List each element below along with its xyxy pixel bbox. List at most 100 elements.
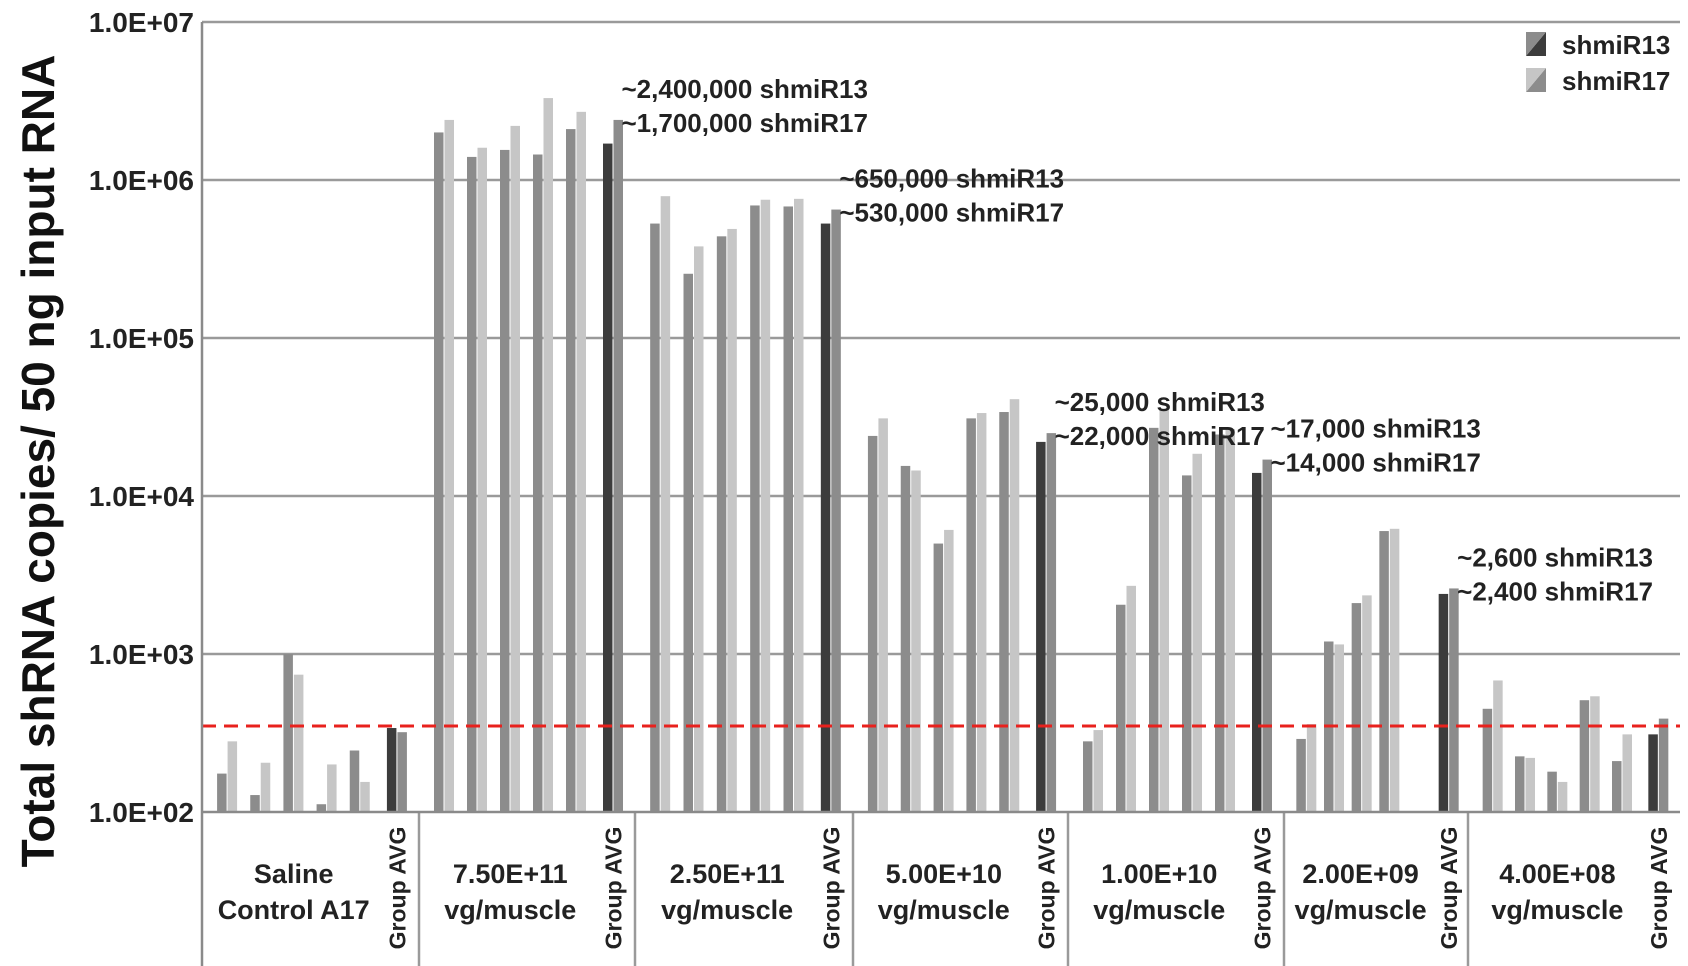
group-label: vg/muscle (1491, 895, 1623, 925)
bar (1083, 741, 1093, 812)
bar (727, 228, 737, 812)
bar (1389, 528, 1400, 812)
bar (1557, 781, 1568, 812)
y-tick-label: 1.0E+06 (89, 165, 194, 196)
bar (1379, 531, 1389, 812)
avg-bar (1648, 734, 1658, 812)
y-tick-label: 1.0E+03 (89, 639, 194, 670)
avg-bar (820, 223, 831, 813)
bar (576, 111, 586, 812)
bar (477, 147, 487, 813)
avg-bar (613, 119, 623, 812)
bar (510, 125, 520, 812)
group-label: 7.50E+11 (453, 859, 568, 889)
bar (1525, 757, 1535, 812)
bar (1306, 724, 1317, 812)
bar (444, 119, 454, 812)
group-avg-label: Group AVG (818, 827, 844, 950)
legend-label: shmiR13 (1562, 30, 1670, 60)
bar (1009, 399, 1020, 812)
bar (293, 674, 304, 812)
bar (660, 196, 671, 812)
bar (1116, 604, 1126, 812)
bar (566, 129, 576, 812)
annotation: ~530,000 shmiR17 (839, 198, 1064, 228)
bar (1351, 603, 1362, 812)
bar (1493, 680, 1503, 812)
annotation: ~2,400 shmiR17 (1457, 576, 1653, 606)
bar (1149, 427, 1159, 812)
bar (1334, 644, 1344, 812)
avg-bar (1449, 588, 1459, 812)
bar (1612, 761, 1622, 812)
bar (467, 156, 477, 813)
axes (200, 22, 1680, 966)
bar (316, 804, 327, 812)
legend-swatch (1526, 68, 1546, 92)
y-tick-label: 1.0E+05 (89, 323, 194, 354)
group-avg-label: Group AVG (1646, 827, 1672, 950)
annotation: ~1,700,000 shmiR17 (622, 108, 868, 138)
avg-bar (1262, 459, 1272, 812)
bar (349, 750, 360, 812)
group-label: 5.00E+10 (886, 859, 1002, 889)
legend-swatch (1526, 32, 1546, 56)
bar (434, 132, 444, 812)
bar (683, 273, 693, 812)
avg-bar (397, 732, 407, 812)
y-tick-label: 1.0E+02 (89, 797, 194, 828)
group-label: 1.00E+10 (1101, 859, 1217, 889)
group-avg-label: Group AVG (384, 827, 410, 950)
avg-bar (1438, 593, 1449, 812)
bar (1215, 434, 1225, 812)
bar (1590, 696, 1600, 812)
group-avg-label: Group AVG (601, 827, 627, 950)
group-label: vg/muscle (444, 895, 576, 925)
bar (911, 470, 921, 812)
bar (750, 205, 760, 812)
bar (327, 764, 337, 812)
labels: 1.0E+02 1.0E+03 1.0E+04 1.0E+05 1.0E+06 1.0E+… (12, 7, 1672, 949)
bar (867, 435, 878, 812)
avg-bar (1252, 472, 1262, 812)
bar (944, 529, 954, 812)
avg-bar (1036, 441, 1046, 812)
annotation: ~25,000 shmiR13 (1055, 387, 1265, 417)
bar (976, 413, 987, 812)
bar (250, 795, 260, 812)
bar (1547, 771, 1557, 812)
group-label: 2.50E+11 (670, 859, 785, 889)
group-label: 4.00E+08 (1499, 859, 1615, 889)
bar (533, 154, 543, 813)
group-label: vg/muscle (1093, 895, 1225, 925)
legend-label: shmiR17 (1562, 66, 1670, 96)
avg-bar (831, 209, 841, 812)
bars (217, 98, 1669, 813)
avg-bar (1658, 718, 1669, 812)
bar (933, 543, 944, 812)
annotation: ~650,000 shmiR13 (839, 164, 1064, 194)
bar (1296, 738, 1306, 812)
bar (760, 199, 771, 812)
bar (878, 418, 888, 812)
annotation: ~2,600 shmiR13 (1457, 542, 1653, 572)
bar (1362, 595, 1372, 812)
group-label: vg/muscle (1295, 895, 1427, 925)
group-label: vg/muscle (878, 895, 1010, 925)
bar (1515, 756, 1525, 812)
bar (217, 773, 227, 812)
bar (999, 412, 1009, 812)
group-label: 2.00E+09 (1302, 859, 1418, 889)
y-tick-label: 1.0E+07 (89, 7, 194, 38)
bar (283, 654, 293, 812)
bar (900, 465, 911, 812)
group-avg-label: Group AVG (1250, 827, 1276, 950)
group-avg-label: Group AVG (1436, 827, 1462, 950)
bar (500, 149, 510, 812)
group-label: Saline (254, 859, 334, 889)
bar (1192, 453, 1202, 812)
bar (227, 741, 238, 812)
annotation: ~2,400,000 shmiR13 (622, 74, 868, 104)
bar (1182, 475, 1192, 812)
bar (1093, 730, 1103, 812)
